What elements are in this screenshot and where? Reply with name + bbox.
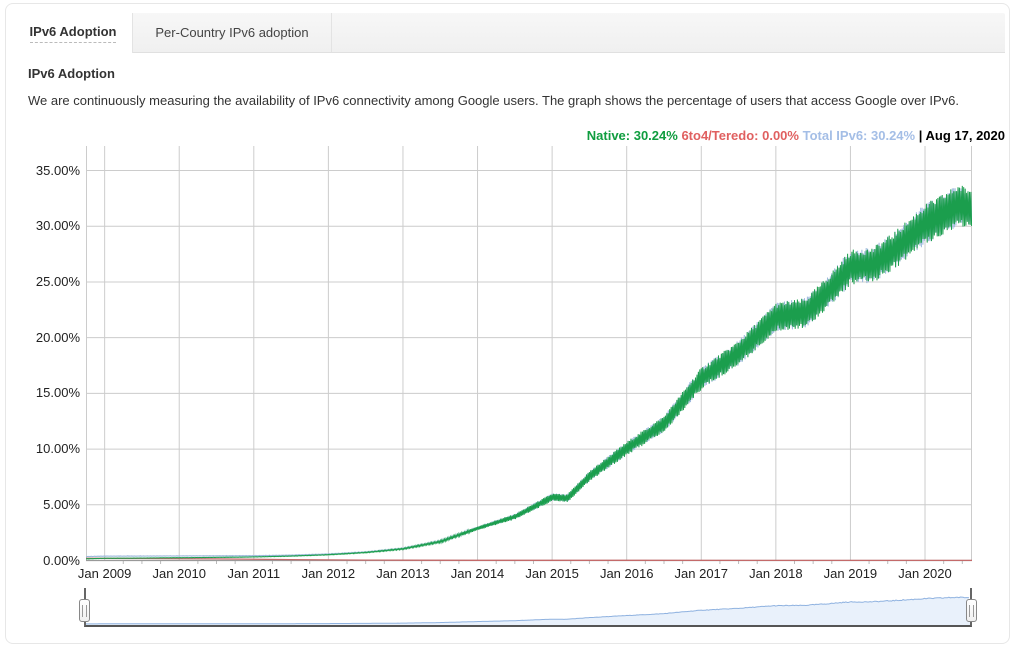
x-tick-label: Jan 2018 — [749, 566, 803, 581]
time-range-slider[interactable] — [79, 588, 977, 627]
x-tick-label: Jan 2010 — [152, 566, 206, 581]
y-tick-label: 20.00% — [35, 329, 80, 345]
y-tick-label: 30.00% — [35, 218, 80, 234]
handle-grip-icon — [969, 604, 974, 617]
legend-separator: | — [918, 128, 926, 143]
tab-ipv6-adoption-label: IPv6 Adoption — [29, 24, 117, 43]
x-tick-label: Jan 2011 — [227, 566, 281, 581]
x-tick-label: Jan 2019 — [823, 566, 878, 581]
y-tick-label: 35.00% — [35, 162, 80, 178]
legend-item-total-ipv6: Total IPv6: 30.24% — [802, 128, 916, 143]
legend-item-6to4-teredo: 6to4/Teredo: 0.00% — [681, 128, 799, 143]
chart-legend: Native: 30.24% 6to4/Teredo: 0.00% Total … — [86, 128, 1005, 143]
x-tick-label: Jan 2014 — [450, 566, 505, 581]
y-tick-label: 10.00% — [35, 441, 80, 457]
range-slider-left-handle[interactable] — [79, 599, 90, 622]
x-tick-label: Jan 2016 — [599, 566, 654, 581]
tab-per-country-ipv6-adoption[interactable]: Per-Country IPv6 adoption — [133, 13, 332, 52]
x-tick-label: Jan 2012 — [301, 566, 356, 581]
tab-per-country-label: Per-Country IPv6 adoption — [155, 25, 309, 40]
adoption-chart-svg — [85, 146, 973, 564]
page-title: IPv6 Adoption — [28, 66, 115, 81]
page-description: We are continuously measuring the availa… — [28, 93, 959, 108]
y-tick-label: 0.00% — [43, 552, 80, 568]
handle-grip-icon — [82, 604, 87, 617]
legend-date: Aug 17, 2020 — [925, 128, 1006, 143]
y-tick-label: 25.00% — [35, 273, 80, 289]
tab-ipv6-adoption[interactable]: IPv6 Adoption — [14, 13, 133, 53]
y-tick-label: 5.00% — [43, 496, 80, 512]
adoption-chart-plot[interactable] — [85, 146, 973, 571]
range-slider-right-handle[interactable] — [966, 599, 977, 622]
x-tick-label: Jan 2017 — [674, 566, 729, 581]
x-tick-label: Jan 2020 — [898, 566, 952, 581]
tab-strip: IPv6 Adoption Per-Country IPv6 adoption — [14, 13, 1005, 53]
x-tick-label: Jan 2013 — [376, 566, 430, 581]
range-slider-mini-chart — [86, 596, 970, 625]
legend-item-native: Native: 30.24% — [586, 128, 678, 143]
x-tick-label: Jan 2009 — [77, 566, 132, 581]
y-tick-label: 15.00% — [35, 385, 80, 401]
x-tick-label: Jan 2015 — [525, 566, 579, 581]
